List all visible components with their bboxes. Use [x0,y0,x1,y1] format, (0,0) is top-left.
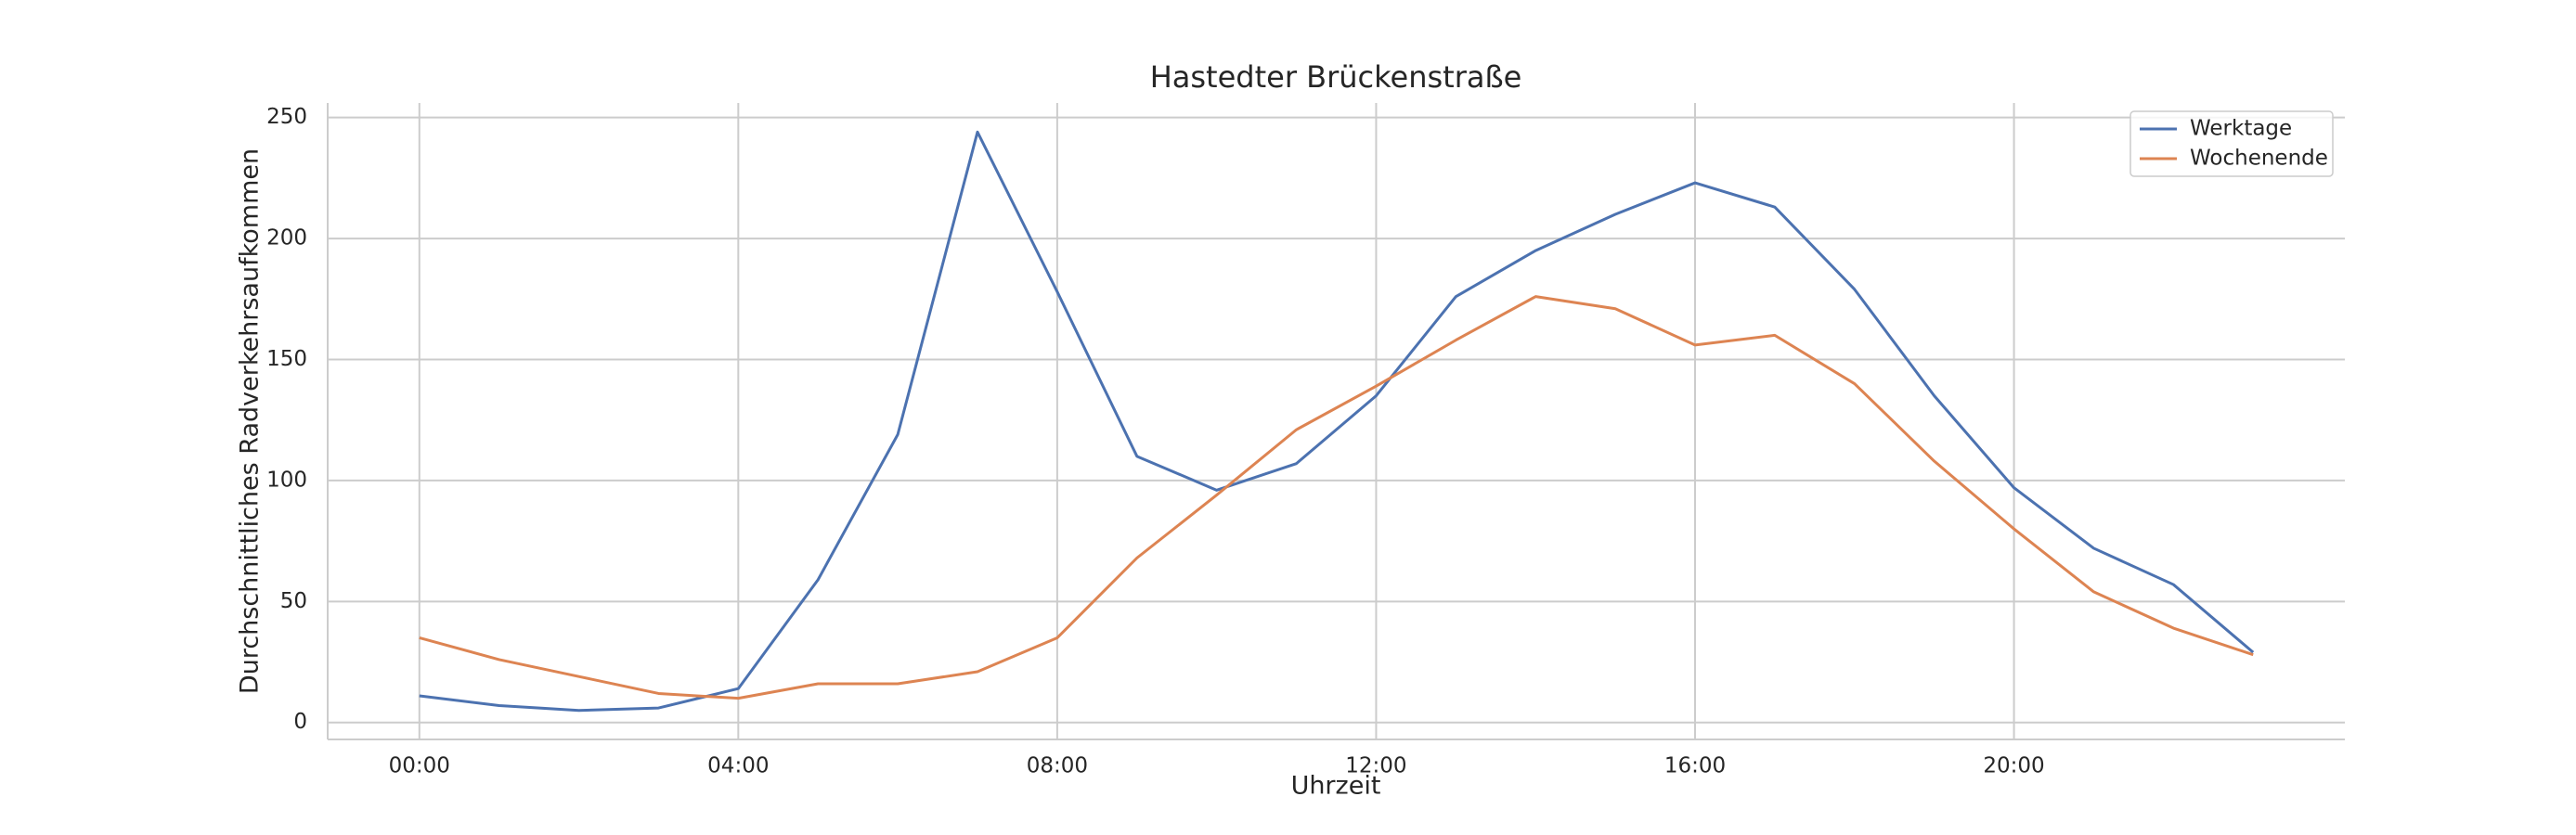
y-tick-label: 100 [266,468,307,492]
x-tick-label: 04:00 [707,754,769,778]
y-tick-label: 0 [293,710,307,734]
y-tick-label: 50 [280,589,307,613]
y-tick-label: 250 [266,105,307,129]
y-tick-label: 200 [266,226,307,250]
line-series [419,130,2255,713]
x-axis-label: Uhrzeit [1291,772,1381,801]
x-tick-label: 16:00 [1664,754,1726,778]
line-series [419,295,2254,700]
chart-title: Hastedter Brückenstraße [1150,59,1522,95]
x-tick-label: 08:00 [1027,754,1088,778]
legend-label: Werktage [2190,117,2292,141]
x-tick-label: 12:00 [1345,754,1406,778]
legend-label: Wochenende [2190,147,2328,171]
x-tick-label: 20:00 [1983,754,2044,778]
y-axis-label: Durchschnittliches Radverkehrsaufkommen [236,148,265,694]
x-tick-label: 00:00 [389,754,450,778]
y-tick-label: 150 [266,347,307,371]
legend-box [2129,110,2334,177]
